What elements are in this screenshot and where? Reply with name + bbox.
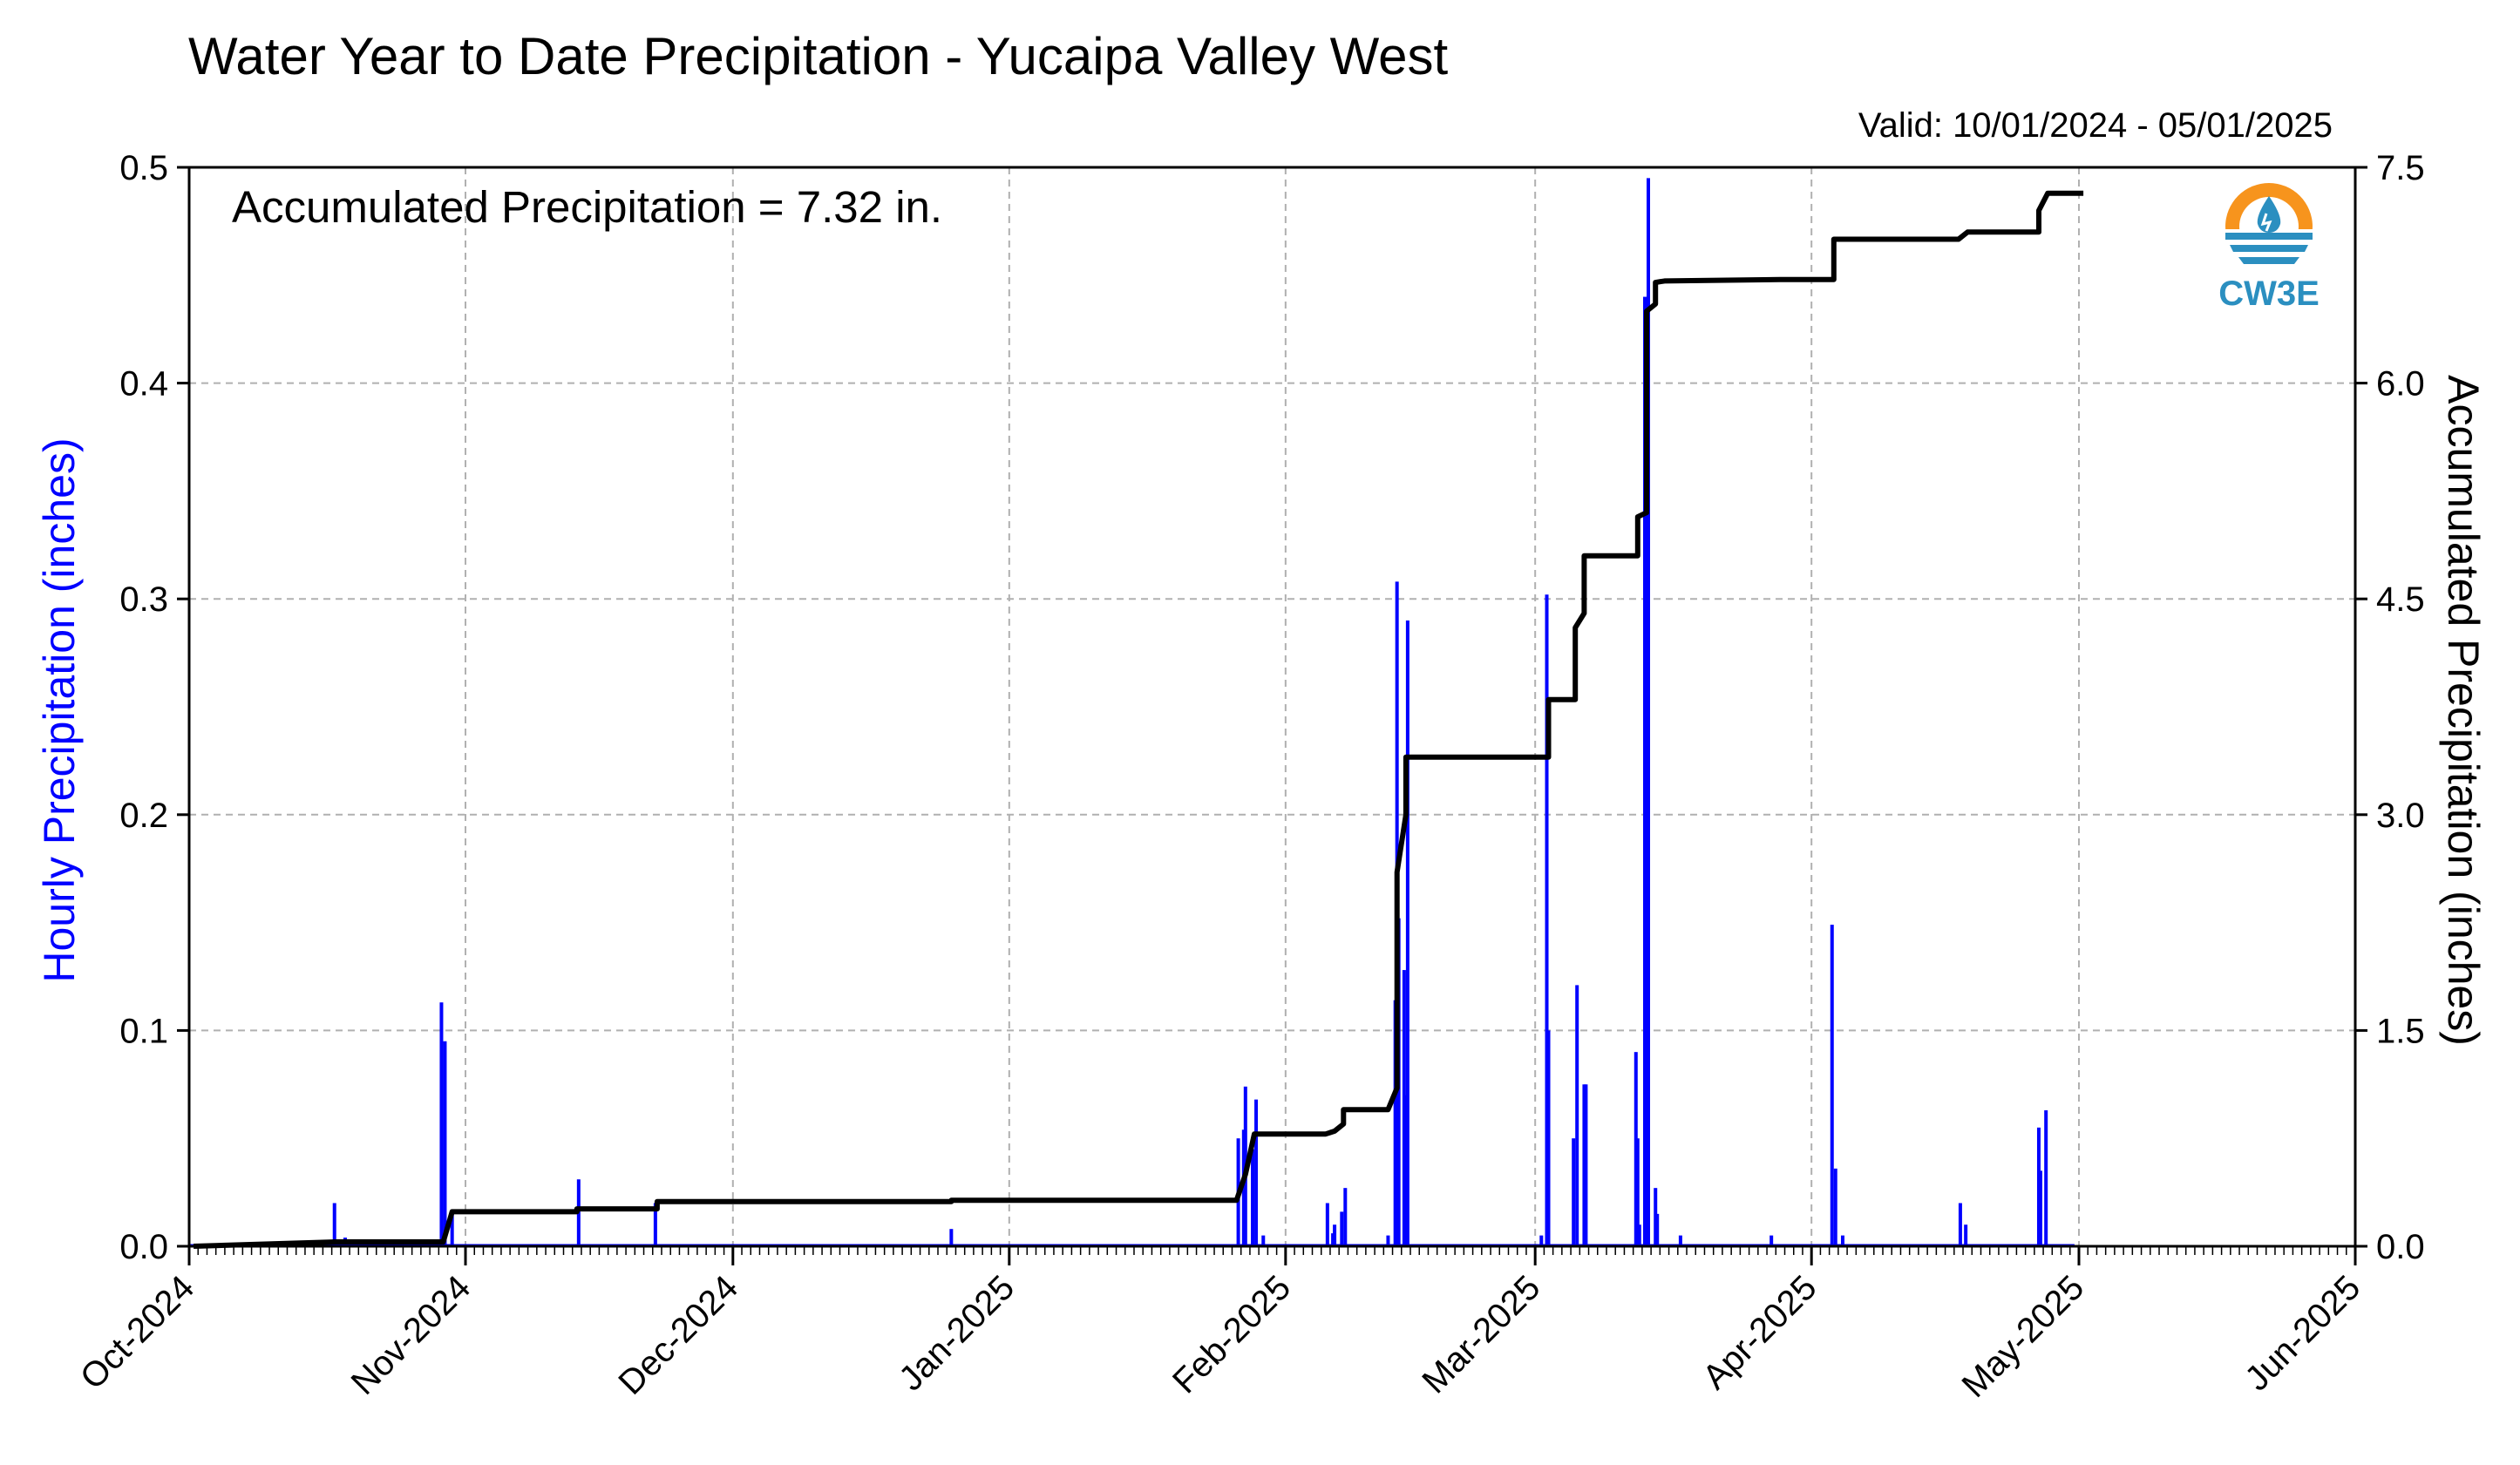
hourly-bar	[1643, 296, 1647, 1246]
chart-title: Water Year to Date Precipitation - Yucai…	[188, 27, 1449, 85]
accumulated-total-label: Accumulated Precipitation = 7.32 in.	[232, 182, 943, 232]
x-tick-label: Dec-2024	[611, 1268, 745, 1402]
hourly-bar	[1964, 1224, 1968, 1246]
y-left-tick-label: 0.2	[119, 797, 168, 835]
hourly-bar	[2038, 1170, 2042, 1246]
accumulated-line	[194, 190, 2084, 1249]
y-axis-right-label: Accumulated Precipitation (inches)	[2439, 375, 2488, 1046]
hourly-bar	[653, 1203, 657, 1246]
hourly-bar	[1325, 1203, 1329, 1246]
y-left-tick-label: 0.5	[119, 149, 168, 187]
hourly-bar	[1333, 1224, 1337, 1246]
x-tick-label: Nov-2024	[344, 1268, 479, 1402]
y-right-tick-label: 6.0	[2376, 365, 2425, 404]
x-tick-label: Jan-2025	[892, 1268, 1022, 1398]
hourly-bar	[1545, 594, 1549, 1246]
axes: 0.0 0.1 0.2 0.3 0.4 0.5 0.0 1.5 3.0 4.5 6.0 7.5 Oct-…	[73, 149, 2425, 1405]
hourly-bar	[2044, 1110, 2048, 1246]
cw3e-logo: CW3E	[2212, 179, 2326, 318]
hourly-bar	[1637, 1224, 1641, 1246]
hourly-bar	[1830, 925, 1834, 1246]
y-right-tick-label: 3.0	[2376, 797, 2425, 835]
hourly-bar	[1678, 1235, 1682, 1246]
x-tick-label: May-2025	[1954, 1268, 2091, 1405]
y-right-tick-label: 7.5	[2376, 149, 2425, 187]
hourly-bar	[1769, 1235, 1774, 1246]
hourly-bar	[1655, 1213, 1660, 1246]
y-left-tick-label: 0.3	[119, 580, 168, 619]
valid-date-range: Valid: 10/01/2024 - 05/01/2025	[1858, 106, 2333, 145]
x-tick-label: Mar-2025	[1415, 1268, 1547, 1401]
hourly-bar	[1647, 178, 1651, 1246]
y-axis-left-label: Hourly Precipitation (inches)	[35, 437, 84, 983]
hourly-bar	[1546, 1030, 1551, 1246]
y-right-tick-label: 1.5	[2376, 1012, 2425, 1050]
hourly-bar	[1386, 1235, 1390, 1246]
y-left-tick-label: 0.0	[119, 1228, 168, 1266]
hourly-bar	[1958, 1203, 1962, 1246]
hourly-bar	[1539, 1235, 1544, 1246]
water-drop-sun-icon	[2221, 183, 2317, 275]
y-right-tick-label: 4.5	[2376, 580, 2425, 619]
hourly-bar	[1261, 1235, 1266, 1246]
y-right-tick-label: 0.0	[2376, 1228, 2425, 1266]
hourly-bar	[1251, 1149, 1255, 1246]
hourly-bar	[949, 1229, 954, 1246]
y-left-tick-label: 0.4	[119, 365, 168, 404]
hourly-bar	[1840, 1235, 1844, 1246]
hourly-bar	[450, 1213, 454, 1246]
logo-text: CW3E	[2218, 275, 2320, 313]
hourly-bar	[1584, 1084, 1588, 1246]
hourly-bar	[1833, 1168, 1837, 1246]
hourly-bar	[443, 1041, 447, 1246]
x-tick-label: Jun-2025	[2238, 1268, 2367, 1398]
hourly-bar	[439, 1002, 444, 1246]
hourly-bar	[1635, 1138, 1640, 1246]
plot-frame	[187, 166, 2357, 1248]
hourly-bar	[1405, 620, 1409, 1246]
x-tick-label: Apr-2025	[1695, 1268, 1824, 1396]
hourly-bars	[189, 178, 2075, 1247]
hourly-bar	[1403, 1095, 1408, 1246]
hourly-bar	[332, 1203, 336, 1246]
hourly-bar	[1572, 1138, 1576, 1246]
hourly-bar	[1575, 985, 1579, 1246]
hourly-bar	[1343, 1188, 1348, 1246]
gridlines	[189, 167, 2355, 1246]
x-tick-label: Feb-2025	[1165, 1268, 1298, 1401]
hourly-bar	[1254, 1099, 1259, 1246]
hourly-bar	[1340, 1211, 1344, 1246]
y-left-tick-label: 0.1	[119, 1012, 168, 1050]
x-tick-label: Oct-2024	[73, 1268, 201, 1396]
